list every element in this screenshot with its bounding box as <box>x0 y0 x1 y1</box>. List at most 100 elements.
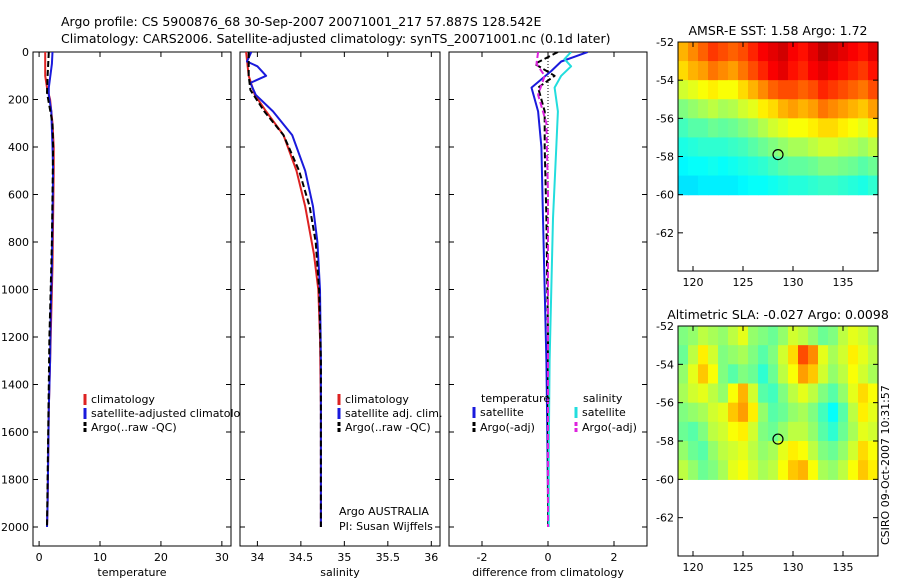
sst_map-cell <box>808 99 819 119</box>
sst_map-cell <box>698 61 709 81</box>
sla_map-cell <box>738 326 749 346</box>
sst_map-cell <box>818 175 829 196</box>
temperature-ytick-label: 600 <box>8 189 29 202</box>
diff-legend-salinity-header: salinity <box>583 392 623 405</box>
sla_map-cell <box>718 383 729 404</box>
sst_map-cell <box>838 80 849 100</box>
sla_map-cell <box>828 326 839 346</box>
sst_map-cell <box>738 61 749 81</box>
sla_map-cell <box>758 364 769 385</box>
sst_map-cell <box>788 137 799 158</box>
sla_map-cell <box>858 383 869 404</box>
sst_map-ytick-label: -62 <box>656 227 674 240</box>
sla_map-cell <box>738 402 749 423</box>
sla_map-cell <box>848 460 859 480</box>
sst_map-cell <box>838 99 849 119</box>
sst_map-cell <box>838 118 849 139</box>
sst_map-cell <box>708 61 719 81</box>
sla_map-cell <box>848 441 859 461</box>
sla_map-cell <box>678 383 689 404</box>
sst_map-cell <box>688 156 699 177</box>
sst_map-cell <box>778 175 789 196</box>
sla_map-cell <box>798 460 809 480</box>
sla_map-cell <box>718 364 729 385</box>
sla_map-cell <box>828 364 839 385</box>
sla_map-cell <box>868 364 879 385</box>
sst_map-cell <box>708 99 719 119</box>
sla_map-cell <box>698 402 709 423</box>
sla_map-cell <box>848 421 859 442</box>
sla_map-cell <box>748 345 759 365</box>
sst_map-cell <box>818 156 829 177</box>
sst_map-xtick-label: 120 <box>683 276 704 289</box>
sst_map-ytick-label: -60 <box>656 189 674 202</box>
sla_map-cell <box>748 326 759 346</box>
sla_map-cell <box>748 364 759 385</box>
sla_map-cell <box>828 383 839 404</box>
sla_map-cell <box>838 402 849 423</box>
sst_map-cell <box>828 99 839 119</box>
sla_map-cell <box>678 441 689 461</box>
sla_map-cell <box>778 441 789 461</box>
sla_map-cell <box>778 364 789 385</box>
sla_map-cell <box>678 364 689 385</box>
sla_map-xtick-label: 120 <box>683 561 704 574</box>
sla_map-cell <box>718 345 729 365</box>
sst_map-cell <box>758 118 769 139</box>
sst_map-cell <box>678 99 689 119</box>
sst_map-cell <box>728 99 739 119</box>
sst_map-cell <box>798 137 809 158</box>
sla_map-cell <box>688 345 699 365</box>
sla_map-cell <box>848 345 859 365</box>
sla_map-cell <box>698 345 709 365</box>
sla_map-cell <box>768 402 779 423</box>
sla_map-cell <box>768 383 779 404</box>
sst_map-cell <box>718 118 729 139</box>
sst_map-cell <box>828 175 839 196</box>
difference-series-2 <box>547 52 573 527</box>
sla_map-cell <box>698 364 709 385</box>
sst_map-cell <box>708 42 719 62</box>
sla_map-cell <box>818 364 829 385</box>
sst_map-cell <box>678 80 689 100</box>
difference-xtick-label: 2 <box>611 551 618 564</box>
sla_map-cell <box>738 345 749 365</box>
sla_map-cell <box>758 383 769 404</box>
sst_map-cell <box>828 137 839 158</box>
temperature-ytick-label: 1400 <box>1 379 29 392</box>
sla_map-cell <box>818 460 829 480</box>
sla_map-cell <box>718 441 729 461</box>
sst_map-cell <box>708 156 719 177</box>
sla_map-cell <box>848 364 859 385</box>
sst_map-cell <box>678 156 689 177</box>
sla_map-cell <box>818 345 829 365</box>
sla_map-cell <box>738 364 749 385</box>
sst_map-cell <box>708 118 719 139</box>
sst_map-cell <box>758 137 769 158</box>
temperature-ytick-label: 0 <box>22 46 29 59</box>
sst_map-cell <box>828 80 839 100</box>
temperature-profile-panel: 0 10 20 30 temperature 0 200 400 600 800 1000 1200 1… <box>1 46 254 579</box>
sst_map-cell <box>688 42 699 62</box>
sla_map-cell <box>798 364 809 385</box>
sst_map-cell <box>808 42 819 62</box>
sst_map-cell <box>868 175 879 196</box>
sla_map-cell <box>828 460 839 480</box>
sst_map-cell <box>868 156 879 177</box>
sst_map-cell <box>748 99 759 119</box>
sla_map-cell <box>838 345 849 365</box>
salinity-profile-panel: 34 34.5 35 35.5 36 salinity climatologysatelli… <box>239 51 442 579</box>
sla-map-panel: Altimetric SLA: -0.027 Argo: 0.0098 120 12… <box>656 307 889 574</box>
sst_map-cell <box>778 137 789 158</box>
sst_map-cell <box>798 80 809 100</box>
sst_map-cell <box>768 156 779 177</box>
sst_map-cell <box>698 42 709 62</box>
sst_map-cell <box>758 61 769 81</box>
sst_map-cell <box>698 118 709 139</box>
sst_map-cell <box>678 175 689 196</box>
sla_map-cell <box>728 402 739 423</box>
sla_map-cell <box>788 326 799 346</box>
salinity-xtick-label: 34.5 <box>289 551 314 564</box>
sla_map-cell <box>788 345 799 365</box>
sla_map-cell <box>708 383 719 404</box>
